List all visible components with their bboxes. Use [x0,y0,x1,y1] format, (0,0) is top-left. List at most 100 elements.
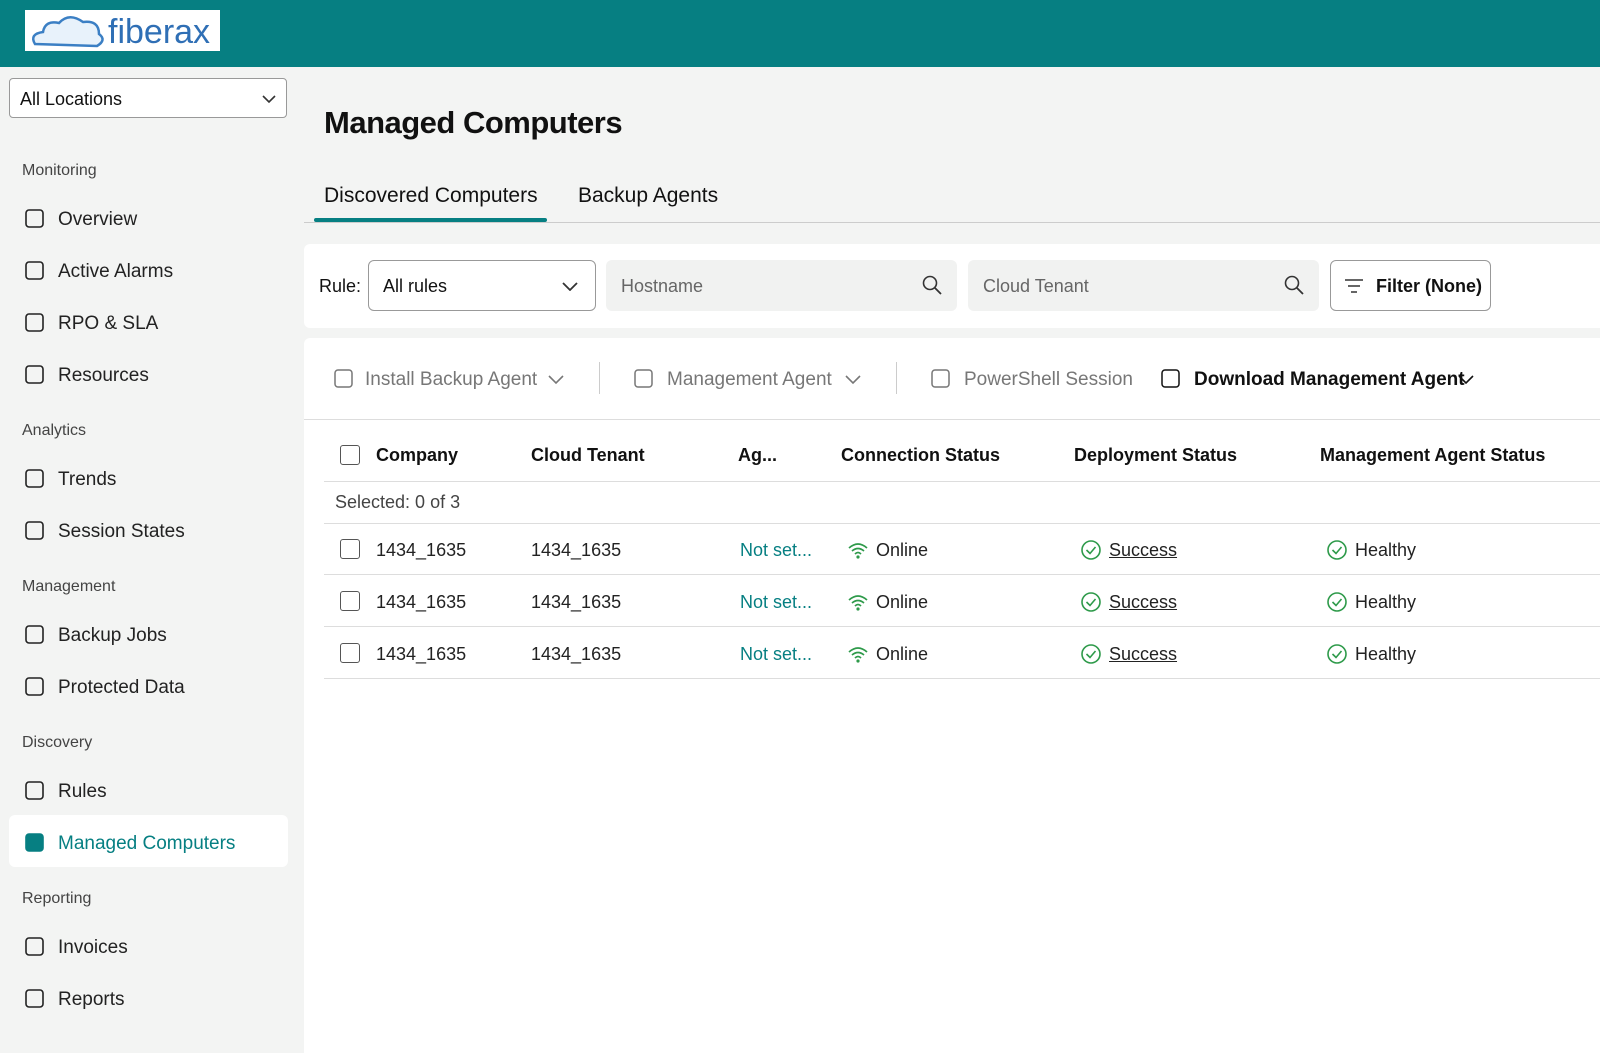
nav-item[interactable]: Backup Jobs [58,625,167,646]
toolbar-action[interactable]: PowerShell Session [964,369,1133,390]
filter-label: Filter (None) [1376,276,1482,296]
nav-item[interactable]: Reports [58,989,125,1010]
cell[interactable]: Success [1109,540,1178,560]
check-icon [1326,591,1348,613]
nav-item[interactable]: RPO & SLA [58,313,159,334]
checkbox[interactable] [340,591,360,611]
nav-icon-svg [25,261,44,280]
nav-icon [24,780,46,802]
row-divider [324,626,1600,627]
nav-icon [24,520,46,542]
tab[interactable]: Backup Agents [578,184,719,207]
nav-item[interactable]: Overview [58,209,138,230]
nav-section: Monitoring [22,162,97,179]
chevron [262,95,276,104]
nav-icon-svg [25,781,44,800]
nav-item[interactable]: Active Alarms [58,261,174,282]
nav-icon [24,312,46,334]
chevron [562,282,578,291]
column-header[interactable]: Company [376,445,459,465]
check-icon-svg [1081,592,1101,612]
column-header[interactable]: Deployment Status [1074,445,1238,465]
nav-icon-svg [25,937,44,956]
nav-icon [24,468,46,490]
tenant-search[interactable]: Cloud Tenant [968,260,1319,311]
checkbox[interactable] [340,643,360,663]
wifi-icon [847,540,869,562]
nav-item[interactable]: Invoices [58,937,128,958]
cell: Healthy [1355,540,1417,560]
filter-button[interactable]: Filter (None) [1330,260,1491,311]
toolbar-icon [1160,368,1182,390]
tab[interactable]: Discovered Computers [324,184,538,207]
tab-divider [304,222,1600,223]
nav-item[interactable]: Session States [58,521,185,542]
toolbar-separator [599,362,600,394]
check-icon-svg [1327,592,1347,612]
nav-icon [24,208,46,230]
nav-section: Discovery [22,734,93,751]
search-icon [1284,275,1304,295]
hostname-search[interactable]: Hostname [606,260,957,311]
cell[interactable]: Success [1109,592,1178,612]
check-icon-svg [1081,540,1101,560]
toolbar-icon-svg [931,369,950,388]
rule-value: All rules [383,276,448,296]
nav-item[interactable]: Rules [58,781,107,802]
cell: Healthy [1355,644,1417,664]
check-icon [1080,591,1102,613]
nav-icon [24,832,46,854]
cell[interactable]: Success [1109,644,1178,664]
nav-section: Management [22,578,116,595]
page-title: Managed Computers [324,105,623,140]
toolbar-action[interactable]: Install Backup Agent [365,369,538,390]
nav-item[interactable]: Resources [58,365,149,386]
cell: Healthy [1355,592,1417,612]
content-panel [304,338,1600,1053]
nav-icon-svg [25,313,44,332]
nav-item[interactable]: Managed Computers [58,833,236,854]
cell: 1434_1635 [376,644,467,664]
checkbox[interactable] [340,445,360,465]
wifi-icon-svg [848,595,868,611]
location-select[interactable]: All Locations [9,78,287,118]
rule-label: Rule: [319,276,362,296]
check-icon-svg [1327,644,1347,664]
nav-item[interactable]: Trends [58,469,117,490]
column-header[interactable]: Ag... [738,445,777,465]
check-icon [1326,643,1348,665]
cell: 1434_1635 [531,644,622,664]
toolbar-separator [896,362,897,394]
chevron [1458,373,1474,385]
checkbox[interactable] [340,539,360,559]
nav-item[interactable]: Protected Data [58,677,185,698]
toolbar-action[interactable]: Management Agent [667,369,832,390]
logo-text: fiberax [108,13,211,51]
cell: Not set... [740,540,813,560]
nav-icon-svg [25,365,44,384]
cell: 1434_1635 [531,540,622,560]
column-header[interactable]: Management Agent Status [1320,445,1546,465]
filter-icon [1345,279,1363,293]
cell: 1434_1635 [376,592,467,612]
row-divider [324,678,1600,679]
toolbar-icon [930,368,952,390]
tab-indicator [314,218,547,222]
top-bar [0,0,1600,67]
cell: Not set... [740,592,813,612]
nav-section: Analytics [22,422,87,439]
nav-icon [24,624,46,646]
toolbar-action[interactable]: Download Management Agent [1194,369,1465,390]
rule-select[interactable]: All rules [368,260,596,311]
nav-icon-svg [25,625,44,644]
nav-icon-svg [25,469,44,488]
toolbar-icon-svg [1161,369,1180,388]
nav-icon-svg [25,833,44,852]
column-header[interactable]: Connection Status [841,445,1001,465]
wifi-icon [847,592,869,614]
check-icon [1080,643,1102,665]
cell: Not set... [740,644,813,664]
column-header[interactable]: Cloud Tenant [531,445,645,465]
toolbar-divider [304,419,1600,420]
